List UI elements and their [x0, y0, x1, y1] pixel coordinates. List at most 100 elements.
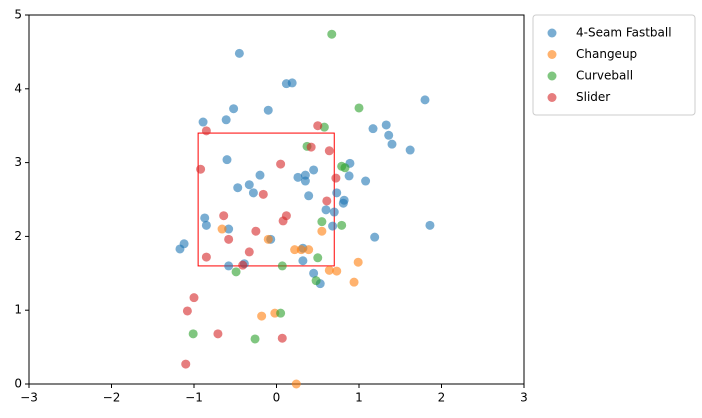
legend-marker: [547, 93, 557, 102]
point: [311, 276, 321, 286]
legend-label: Curveball: [576, 69, 633, 83]
point: [332, 188, 342, 198]
point: [304, 191, 314, 201]
point: [332, 266, 342, 276]
point: [368, 124, 378, 134]
point: [276, 159, 286, 169]
point: [324, 146, 334, 156]
point: [420, 95, 430, 105]
point: [300, 176, 310, 186]
point: [384, 130, 394, 140]
y-tick-label: 2: [14, 229, 22, 243]
point: [201, 252, 211, 262]
x-tick-label: −2: [103, 391, 121, 405]
point: [354, 103, 364, 113]
point: [222, 155, 232, 165]
point: [188, 329, 198, 339]
point: [338, 198, 348, 208]
point: [290, 245, 300, 255]
point: [304, 245, 314, 255]
point: [278, 216, 288, 226]
x-tick-label: 0: [273, 391, 281, 405]
point: [258, 189, 268, 199]
point: [213, 329, 223, 339]
point: [219, 211, 229, 221]
legend-label: Changeup: [576, 47, 637, 61]
y-tick-label: 5: [14, 8, 22, 22]
point: [425, 220, 435, 230]
point: [233, 183, 243, 193]
point: [291, 379, 301, 389]
point: [296, 245, 306, 255]
point: [381, 120, 391, 130]
point: [340, 163, 350, 173]
point: [405, 145, 415, 155]
legend-label: Slider: [576, 90, 610, 104]
point: [263, 234, 273, 244]
point: [276, 308, 286, 318]
legend-marker: [547, 28, 557, 38]
x-tick-label: 2: [438, 391, 446, 405]
point: [322, 196, 332, 206]
point: [327, 29, 337, 39]
point: [255, 170, 265, 180]
point: [217, 224, 227, 234]
y-tick-label: 1: [14, 303, 22, 317]
point: [361, 176, 371, 186]
point: [234, 48, 244, 58]
x-tick-label: −3: [20, 391, 38, 405]
point: [337, 220, 347, 230]
point: [344, 171, 354, 181]
point: [244, 180, 254, 190]
point: [349, 277, 359, 287]
point: [287, 78, 297, 88]
x-tick-label: 3: [520, 391, 528, 405]
point: [231, 267, 241, 277]
y-tick-label: 0: [14, 377, 22, 391]
point: [196, 164, 206, 174]
point: [331, 173, 341, 183]
point: [317, 217, 327, 227]
point: [198, 117, 208, 127]
point: [321, 205, 331, 215]
point: [182, 306, 192, 316]
point: [251, 226, 261, 236]
point: [387, 139, 397, 149]
point: [370, 232, 380, 242]
point: [224, 224, 234, 234]
point: [181, 359, 191, 369]
legend-marker: [547, 71, 557, 81]
point: [201, 126, 211, 136]
point: [293, 172, 303, 182]
y-tick-label: 4: [14, 81, 22, 95]
point: [329, 207, 339, 217]
point: [224, 261, 234, 271]
point: [224, 234, 234, 244]
point: [238, 260, 248, 270]
point: [313, 253, 323, 263]
point: [263, 105, 273, 115]
point: [200, 213, 210, 223]
point: [229, 104, 239, 114]
point: [248, 188, 258, 198]
y-tick-label: 3: [14, 155, 22, 169]
point: [298, 256, 308, 266]
point: [309, 165, 319, 175]
point: [313, 121, 323, 131]
point: [309, 268, 319, 278]
point: [277, 261, 287, 271]
point: [244, 247, 254, 257]
point: [328, 221, 338, 231]
point: [324, 265, 334, 275]
point: [175, 244, 185, 254]
legend-label: 4-Seam Fastball: [576, 26, 672, 40]
point: [306, 142, 316, 152]
point: [317, 226, 327, 236]
axes-frame: [28, 14, 525, 385]
strike-zone: [197, 132, 335, 267]
point: [277, 333, 287, 343]
x-tick-label: −1: [185, 391, 203, 405]
point: [221, 115, 231, 125]
